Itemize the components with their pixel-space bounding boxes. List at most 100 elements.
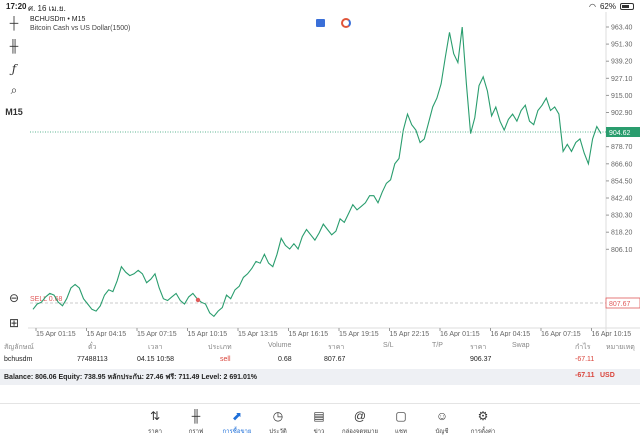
sell-price-label: 807.67 <box>609 301 631 308</box>
row-current-price: 906.37 <box>470 356 492 363</box>
account-icon: ☺ <box>435 409 449 423</box>
crosshair-icon[interactable]: ┼ <box>9 16 19 30</box>
nav-label: บัญชี <box>435 429 449 435</box>
y-tick-label: 915.00 <box>611 93 633 100</box>
candles-icon[interactable]: ╫ <box>9 39 19 53</box>
chart-symbol-line: BCHUSDm • M15 <box>30 16 86 23</box>
objects-icon[interactable]: ⌕ <box>10 83 18 97</box>
nav-label: ราคา <box>148 429 162 435</box>
nav-label: การซื้อขาย <box>222 429 252 435</box>
nav-item[interactable]: ▤ ข่าว <box>297 408 341 436</box>
table-header-cell: S/L <box>383 342 394 349</box>
table-header-cell: ราคา <box>328 344 345 351</box>
sell-price-box <box>605 297 640 309</box>
x-tick-label: 15 Apr 04:15 <box>87 331 127 337</box>
y-tick-label: 951.30 <box>611 42 633 49</box>
x-tick-label: 15 Apr 19:15 <box>339 331 379 337</box>
nav-item[interactable]: ⚙ การตั้งค่า <box>461 408 505 436</box>
x-tick-label: 15 Apr 07:15 <box>137 331 177 337</box>
x-tick-label: 15 Apr 22:15 <box>390 331 430 337</box>
y-tick-label: 902.90 <box>611 110 633 117</box>
status-right: ◠ 62% <box>589 2 634 11</box>
battery-icon <box>620 3 634 10</box>
x-tick-label: 16 Apr 07:15 <box>541 331 581 337</box>
y-tick-label: 866.60 <box>611 161 633 168</box>
x-tick-label: 15 Apr 01:15 <box>36 331 76 337</box>
quotes-icon: ⇅ <box>149 409 161 423</box>
timeframe-button[interactable]: M15 <box>5 107 23 117</box>
history-icon: ◷ <box>272 409 284 423</box>
nav-label: กล่องจดหมาย <box>341 429 379 435</box>
chart-icon: ╫ <box>191 409 201 423</box>
table-header-cell: Volume <box>268 342 292 349</box>
status-bar: 17:20 ศ. 16 เม.ย. ◠ 62% <box>0 0 640 13</box>
table-header-cell: Swap <box>512 342 530 349</box>
battery-percent: 62% <box>599 2 616 11</box>
nav-item[interactable]: ▢ แชท <box>379 408 423 436</box>
nav-item[interactable]: @ กล่องจดหมาย <box>338 408 382 436</box>
chart-timeframe: M15 <box>71 16 86 23</box>
x-tick-label: 16 Apr 01:15 <box>440 331 480 337</box>
chart-symbol: BCHUSDm <box>30 16 66 23</box>
nav-item[interactable]: ⇅ ราคา <box>133 408 177 436</box>
table-header-cell: สัญลักษณ์ <box>4 344 34 351</box>
chart-description: Bitcoin Cash vs US Dollar(1500) <box>30 25 131 32</box>
balance-bar: Balance: 806.06 Equity: 738.95 หลักประกั… <box>0 369 640 385</box>
nav-item[interactable]: ⬈ การซื้อขาย <box>215 408 259 436</box>
y-tick-label: 842.40 <box>611 196 633 203</box>
y-tick-label: 854.50 <box>611 178 633 185</box>
settings-icon: ⚙ <box>477 409 489 423</box>
row-type: sell <box>220 356 231 363</box>
table-header-cell: ราคา <box>470 344 487 351</box>
mailbox-icon: @ <box>353 409 367 423</box>
x-tick-label: 15 Apr 16:15 <box>289 331 329 337</box>
table-header-cell: ตั๋ว <box>88 344 97 351</box>
sell-level-label: SELL 0.68 <box>30 296 63 303</box>
price-chart[interactable]: BCHUSDm • M15 Bitcoin Cash vs US Dollar(… <box>28 12 640 337</box>
current-price-label: 904.62 <box>609 130 631 137</box>
table-header-cell: T/P <box>432 342 443 349</box>
row-symbol: bchusdm <box>4 356 33 363</box>
current-price-box <box>606 127 640 137</box>
bottom-navigation: ⇅ ราคา ╫ กราฟ ⬈ การซื้อขาย ◷ ประวัติ ▤ ข่าว @ กล่อง… <box>0 403 640 447</box>
trade-table-header: สัญลักษณ์ ตั๋ว เวลา ประเภท Volume ราคา S/L T/P ร… <box>0 339 640 353</box>
nav-label: การตั้งค่า <box>470 429 496 435</box>
y-tick-label: 939.20 <box>611 59 633 66</box>
one-click-trade-icon[interactable] <box>316 19 325 27</box>
table-header-cell: ประเภท <box>208 344 232 351</box>
y-tick-label: 806.10 <box>611 247 633 254</box>
x-tick-label: 16 Apr 10:15 <box>592 331 632 337</box>
balance-profit: -67.11 <box>575 372 595 379</box>
nav-label: ข่าว <box>313 429 325 435</box>
y-tick-label: 878.70 <box>611 144 633 151</box>
table-header-cell: เวลา <box>148 344 163 351</box>
add-icon[interactable]: ⊞ <box>8 316 20 330</box>
row-ticket: 77488113 <box>77 356 108 363</box>
depth-icon[interactable] <box>341 18 351 28</box>
row-volume: 0.68 <box>278 356 292 363</box>
balance-currency: USD <box>600 372 615 379</box>
x-tick-label: 15 Apr 10:15 <box>188 331 228 337</box>
y-tick-label: 818.20 <box>611 230 633 237</box>
nav-item[interactable]: ╫ กราฟ <box>174 408 218 436</box>
entry-marker <box>195 297 201 303</box>
indicator-icon[interactable]: ƒ <box>11 62 17 76</box>
table-row[interactable]: bchusdm 77488113 04.15 10:58 sell 0.68 8… <box>0 353 640 367</box>
nav-item[interactable]: ☺ บัญชี <box>420 408 464 436</box>
chart-canvas: 963.40951.30939.20927.10915.00902.90890.… <box>28 12 640 337</box>
chart-toolbar: ┼ ╫ ƒ ⌕ M15 ⊖ ⊞ <box>0 12 28 337</box>
nav-item[interactable]: ◷ ประวัติ <box>256 408 300 436</box>
table-header-cell: กำไร <box>575 344 591 351</box>
row-profit: -67.11 <box>575 356 595 363</box>
y-tick-label: 927.10 <box>611 76 633 83</box>
news-icon: ▤ <box>313 409 325 423</box>
wifi-icon: ◠ <box>589 2 596 11</box>
price-series-line <box>32 27 602 318</box>
y-tick-label: 963.40 <box>611 25 633 32</box>
zoom-icon[interactable]: ⊖ <box>8 291 20 305</box>
chat-icon: ▢ <box>395 409 407 423</box>
nav-label: ประวัติ <box>269 429 287 435</box>
x-tick-label: 16 Apr 04:15 <box>491 331 531 337</box>
row-time: 04.15 10:58 <box>137 356 174 363</box>
x-tick-label: 15 Apr 13:15 <box>238 331 278 337</box>
